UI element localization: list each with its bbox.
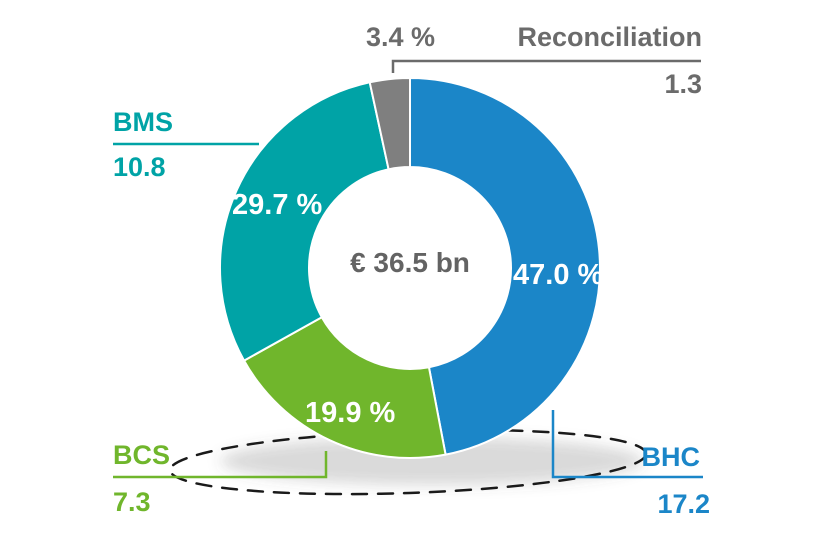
slice-bcs (242, 315, 447, 459)
bcs-connector-line (113, 451, 328, 479)
bms-percent-label: 29.7 % (232, 189, 323, 221)
bhc-connector-line (551, 410, 703, 479)
bhc-percent-label: 47.0 % (513, 259, 604, 291)
bcs-value-label: 7.3 (113, 487, 151, 517)
bms-name-label: BMS (113, 107, 173, 137)
reconciliation-connector-line (391, 59, 701, 73)
reconciliation-percent-label: 3.4 % (366, 22, 436, 52)
bms-value-label: 10.8 (113, 152, 166, 182)
slice-bhc (409, 76, 601, 456)
bcs-percent-label: 19.9 % (305, 397, 396, 429)
bcs-name-label: BCS (113, 440, 171, 470)
reconciliation-name-label: Reconciliation (517, 22, 702, 52)
slice-bms (219, 81, 390, 362)
donut-slices (219, 76, 601, 459)
slice-reconciliation (368, 76, 411, 171)
reconciliation-value-label: 1.3 (664, 69, 702, 99)
bhc-value-label: 17.2 (657, 489, 710, 519)
donut-center-total-label: € 36.5 bn (350, 247, 470, 278)
bhc-name-label: BHC (641, 442, 701, 472)
callout-connectors (113, 59, 703, 479)
